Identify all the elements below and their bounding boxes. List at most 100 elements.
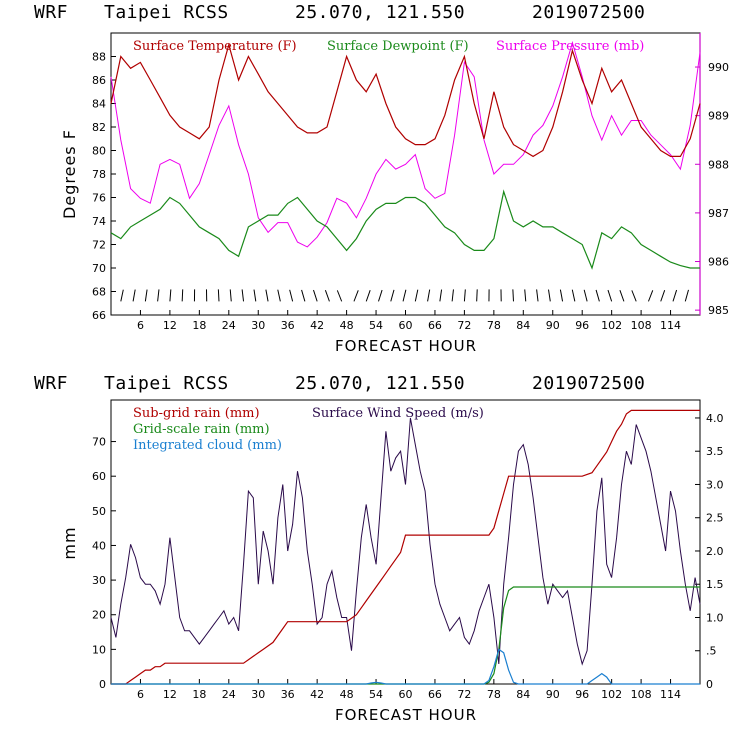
- bottom-y2-ticks: 0 .5 1.0 1.5 2.0 2.5 3.0 3.5 4.0: [695, 412, 724, 691]
- y-tick-label: 78: [92, 168, 106, 181]
- legend-pressure: Surface Pressure (mb): [496, 39, 644, 54]
- y-tick-label: 60: [92, 470, 106, 483]
- top-y2-ticks: 985 986 987 988 989 990: [695, 61, 729, 317]
- wind-barb: [583, 289, 588, 302]
- y-tick-label: 10: [92, 643, 106, 656]
- bottom-y-ticks: 0 10 20 30 40 50 60 70: [92, 436, 116, 691]
- x-tick-label: 90: [546, 688, 560, 701]
- x-tick-label: 108: [631, 688, 652, 701]
- y-tick-label: 80: [92, 145, 106, 158]
- top-header-coords: 25.070, 121.550: [295, 2, 465, 23]
- x-tick-label: 96: [575, 688, 589, 701]
- wind-barb: [217, 289, 220, 302]
- x-tick-label: 48: [340, 688, 354, 701]
- y2-tick-label: 1.0: [706, 611, 724, 624]
- legend-subgrid-rain: Sub-grid rain (mm): [133, 406, 260, 421]
- bottom-x-axis-label: FORECAST HOUR: [335, 706, 477, 724]
- x-tick-label: 54: [369, 688, 383, 701]
- y-tick-label: 40: [92, 539, 106, 552]
- legend-temperature: Surface Temperature (F): [133, 39, 297, 54]
- wind-barb: [607, 289, 613, 302]
- y-tick-label: 82: [92, 121, 106, 134]
- x-tick-label: 102: [601, 688, 622, 701]
- y2-tick-label: 990: [708, 61, 729, 74]
- wind-barb: [378, 289, 383, 302]
- series-line-subgrid-rain: [111, 409, 700, 685]
- y-tick-label: 50: [92, 505, 106, 518]
- top-header-run: 2019072500: [532, 2, 645, 23]
- x-tick-label: 90: [546, 319, 560, 332]
- wind-barb: [571, 289, 576, 302]
- x-tick-label: 60: [399, 688, 413, 701]
- x-tick-label: 36: [281, 319, 295, 332]
- wind-barb: [120, 289, 124, 302]
- wind-barb: [595, 289, 600, 302]
- wind-barb: [313, 289, 318, 302]
- x-tick-label: 42: [310, 319, 324, 332]
- y-tick-label: 0: [99, 678, 106, 691]
- wind-barb: [536, 289, 539, 302]
- x-tick-label: 78: [487, 319, 501, 332]
- y-tick-label: 76: [92, 192, 106, 205]
- x-tick-label: 6: [137, 319, 144, 332]
- top-plot-frame: [110, 32, 701, 316]
- wind-barb: [301, 289, 306, 302]
- legend-gridscale-rain: Grid-scale rain (mm): [133, 422, 270, 437]
- y-tick-label: 70: [92, 436, 106, 449]
- x-tick-label: 78: [487, 688, 501, 701]
- y-tick-label: 86: [92, 74, 106, 87]
- x-tick-label: 114: [660, 319, 681, 332]
- wind-barb: [439, 289, 443, 302]
- y-tick-label: 84: [92, 98, 106, 111]
- x-tick-label: 24: [222, 688, 236, 701]
- x-tick-label: 6: [137, 688, 144, 701]
- wind-barb: [157, 289, 160, 302]
- series-line-temperature: [110, 42, 701, 158]
- x-tick-label: 84: [516, 688, 530, 701]
- series-line-wind-speed: [110, 417, 701, 666]
- top-header-station: Taipei RCSS: [104, 2, 229, 23]
- wind-barb: [289, 289, 294, 302]
- wind-barb: [336, 290, 343, 302]
- wind-barb: [524, 289, 527, 302]
- y2-tick-label: 3.5: [706, 445, 724, 458]
- wind-barb: [647, 290, 654, 302]
- x-tick-label: 48: [340, 319, 354, 332]
- wind-barb: [427, 289, 431, 302]
- y2-tick-label: 0: [706, 678, 713, 691]
- wind-barb: [414, 289, 419, 302]
- x-tick-label: 18: [192, 688, 206, 701]
- top-chart: WRF Taipei RCSS 25.070, 121.550 20190725…: [34, 2, 729, 355]
- bottom-header-run: 2019072500: [532, 373, 645, 394]
- wind-barb: [390, 289, 395, 302]
- x-tick-label: 84: [516, 319, 530, 332]
- legend-integrated-cloud: Integrated cloud (mm): [133, 438, 282, 453]
- y2-tick-label: 987: [708, 207, 729, 220]
- x-tick-label: 54: [369, 319, 383, 332]
- bottom-header-coords: 25.070, 121.550: [295, 373, 465, 394]
- y-tick-label: 74: [92, 215, 106, 228]
- x-tick-label: 18: [192, 319, 206, 332]
- y2-tick-label: 988: [708, 158, 729, 171]
- wind-barb: [402, 289, 407, 302]
- y2-tick-label: 2.5: [706, 512, 724, 525]
- wind-barb: [451, 289, 454, 302]
- wind-barb: [144, 289, 148, 302]
- top-x-axis-label: FORECAST HOUR: [335, 337, 477, 355]
- top-y-axis-label: Degrees F: [60, 129, 79, 219]
- bottom-y-axis-label: mm: [60, 526, 79, 559]
- wind-barb: [512, 289, 514, 302]
- y2-tick-label: 4.0: [706, 412, 724, 425]
- bottom-header-station: Taipei RCSS: [104, 373, 229, 394]
- top-header-model: WRF: [34, 2, 68, 23]
- wind-barb: [229, 289, 232, 302]
- x-tick-label: 36: [281, 688, 295, 701]
- top-x-ticks: 6 12 18 24 30 36 42 48 54 60 66 72 78 84 90 96 102 108 114: [137, 310, 681, 332]
- wind-barb: [559, 289, 564, 302]
- y-tick-label: 70: [92, 262, 106, 275]
- x-tick-label: 12: [163, 319, 177, 332]
- legend-dewpoint: Surface Dewpoint (F): [327, 39, 469, 54]
- bottom-header-model: WRF: [34, 373, 68, 394]
- series-line-gridscale-rain: [111, 586, 700, 685]
